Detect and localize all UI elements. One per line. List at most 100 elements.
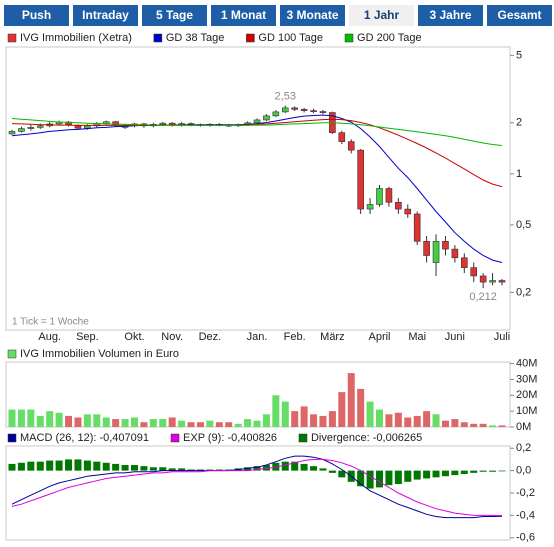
tab-label[interactable]: 1 Jahr xyxy=(364,8,400,22)
bar xyxy=(262,465,270,471)
candle-body xyxy=(357,149,364,210)
annotation: 2,53 xyxy=(275,90,296,102)
bar xyxy=(234,423,242,427)
x-tick-label: Feb. xyxy=(284,331,306,343)
bar xyxy=(489,425,497,427)
legend-label: IVG Immobilien Volumen in Euro xyxy=(20,348,179,360)
bar xyxy=(338,470,346,478)
bar xyxy=(451,419,459,427)
y-tick-label: 2 xyxy=(516,117,522,129)
bar xyxy=(385,470,393,486)
candle-body xyxy=(272,111,280,117)
tab[interactable] xyxy=(418,5,483,26)
candle-body xyxy=(84,125,91,129)
bar xyxy=(423,470,431,479)
bar xyxy=(102,462,110,471)
candle-body xyxy=(281,107,289,113)
bar xyxy=(149,467,157,471)
x-tick-label: April xyxy=(368,331,390,343)
bar xyxy=(17,462,25,471)
line xyxy=(11,458,503,516)
bar xyxy=(206,420,214,427)
x-tick-label: März xyxy=(320,331,344,343)
tab-label[interactable]: 3 Monate xyxy=(286,8,338,22)
tab-label[interactable]: 3 Jahre xyxy=(429,8,471,22)
line xyxy=(11,114,503,263)
bar xyxy=(357,470,365,487)
line xyxy=(11,118,503,146)
tab[interactable] xyxy=(280,5,345,26)
candle-body xyxy=(423,241,430,256)
bar xyxy=(319,468,327,471)
tab-label[interactable]: Gesamt xyxy=(497,8,541,22)
bar xyxy=(8,463,16,471)
bar xyxy=(225,469,233,471)
bar xyxy=(404,417,412,427)
bar xyxy=(470,423,478,427)
candle-body xyxy=(18,128,25,132)
bar xyxy=(432,414,440,427)
candle-body xyxy=(461,257,468,268)
bar xyxy=(55,412,63,427)
y-tick-label: 0,5 xyxy=(516,219,531,231)
bar xyxy=(272,462,280,471)
y-tick-label: 0,2 xyxy=(516,286,531,298)
bar xyxy=(253,420,261,427)
bar xyxy=(74,459,82,471)
bar xyxy=(159,419,167,427)
tab[interactable] xyxy=(4,5,69,26)
bar xyxy=(187,469,195,471)
candle-body xyxy=(442,241,449,250)
candle-body xyxy=(263,115,270,121)
candle-body xyxy=(395,201,402,210)
bar xyxy=(215,422,223,427)
line xyxy=(11,118,503,188)
x-tick-label: Mai xyxy=(408,331,426,343)
y-tick-label: 0M xyxy=(516,421,531,433)
bar xyxy=(93,461,101,471)
candle-body xyxy=(74,125,82,129)
bar xyxy=(27,409,35,427)
legend-swatch xyxy=(7,349,17,359)
bar xyxy=(121,465,129,471)
tab-label[interactable]: 1 Monat xyxy=(221,8,266,22)
bar xyxy=(366,401,374,427)
tab[interactable] xyxy=(142,5,207,26)
y-tick-label: 30M xyxy=(516,373,537,385)
tab-label[interactable]: Push xyxy=(22,8,51,22)
tab[interactable] xyxy=(211,5,276,26)
bar xyxy=(338,392,346,427)
plot-frame xyxy=(5,445,511,541)
bar xyxy=(441,470,449,477)
legend-label: IVG Immobilien (Xetra) xyxy=(20,32,132,44)
line xyxy=(11,455,503,519)
bar xyxy=(74,417,82,427)
bar xyxy=(413,415,421,427)
bar xyxy=(196,422,204,427)
tab[interactable] xyxy=(349,5,414,26)
tab-label[interactable]: 5 Tage xyxy=(156,8,193,22)
bar xyxy=(357,388,365,427)
candle-body xyxy=(102,121,110,124)
bar xyxy=(281,401,289,427)
legend-swatch xyxy=(246,33,255,43)
bar xyxy=(131,465,138,471)
tab[interactable] xyxy=(73,5,138,26)
bar xyxy=(159,467,167,471)
y-tick-label: 10M xyxy=(516,405,537,417)
legend-label: Divergence: -0,006265 xyxy=(311,432,422,444)
bar xyxy=(36,415,44,427)
candle-body xyxy=(366,204,374,210)
bar xyxy=(27,461,35,471)
bar xyxy=(140,466,148,471)
bar xyxy=(328,411,336,427)
bar xyxy=(121,419,129,427)
bar xyxy=(168,468,176,471)
tab[interactable] xyxy=(487,5,552,26)
bar xyxy=(498,470,506,472)
tab-label[interactable]: Intraday xyxy=(82,8,129,22)
x-tick-label: Aug. xyxy=(38,331,61,343)
legend-label: MACD (26, 12): -0,407091 xyxy=(20,432,149,444)
bar xyxy=(102,417,110,427)
